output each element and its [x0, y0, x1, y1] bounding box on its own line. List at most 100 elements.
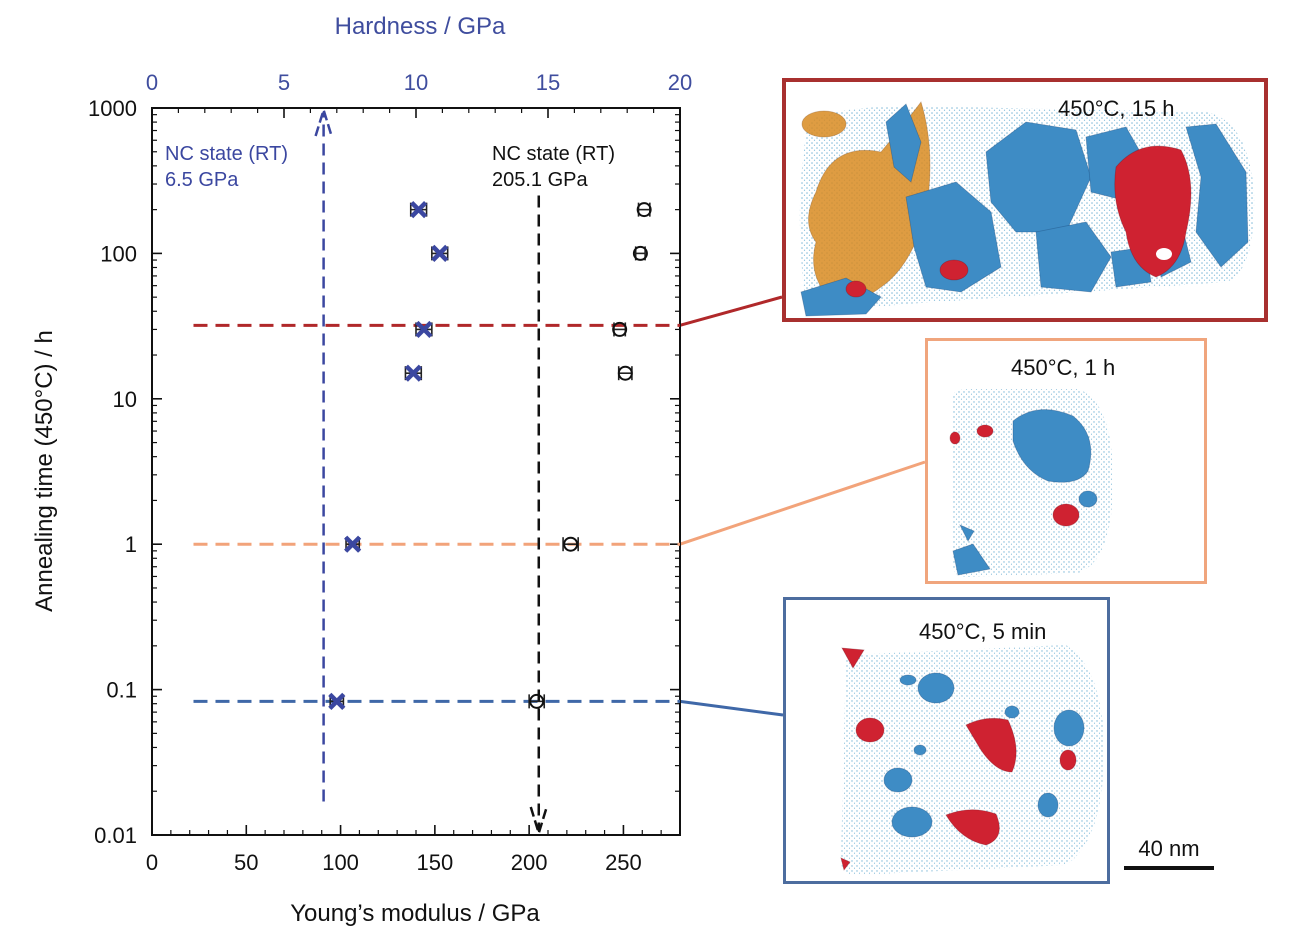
apt-cluster-blue [905, 181, 1002, 293]
plot-frame [151, 107, 681, 836]
apt-cluster-red [976, 424, 994, 438]
circle-marker [612, 321, 628, 337]
modulus-point [528, 693, 546, 709]
apt-cluster-red [1059, 749, 1077, 771]
hardness-reference-label: NC state (RT) [165, 143, 288, 165]
x-tick-label: 250 [605, 850, 642, 875]
circle-marker [617, 365, 633, 381]
modulus-reference-value: 205.1 GPa [492, 169, 589, 191]
apt-cluster-blue [899, 674, 917, 686]
apt-cluster-blue [917, 672, 955, 704]
arrow-up-icon [314, 105, 333, 137]
apt-cluster-blue [1185, 123, 1249, 268]
modulus-point [562, 536, 579, 552]
hardness-point [404, 364, 423, 382]
apt-cluster-red [965, 717, 1017, 773]
x-marker [431, 244, 449, 262]
x2-tick-label: 10 [404, 70, 428, 95]
apt-cluster-blue [883, 767, 913, 793]
arrow-down-icon [529, 806, 548, 838]
modulus-point [617, 365, 633, 381]
hardness-point [409, 201, 428, 219]
modulus-point [612, 321, 628, 337]
apt-reconstruction-15h [799, 101, 1255, 317]
apt-cluster-red [945, 809, 1000, 846]
x2-tick-label: 15 [536, 70, 560, 95]
panel-connector [679, 460, 926, 546]
apt-cluster-blue [913, 744, 927, 756]
apt-cluster-red [949, 431, 961, 445]
circle-marker [529, 693, 545, 709]
apt-cluster-blue [1053, 709, 1085, 747]
scale-bar-line [1124, 866, 1214, 870]
x-tick-label: 200 [511, 850, 548, 875]
data-markers [328, 201, 652, 710]
panel-connectors [679, 295, 926, 717]
x2-axis-title: Hardness / GPa [335, 13, 506, 40]
panel-title-15h: 450°C, 15 h [1058, 96, 1175, 121]
x-marker [344, 535, 362, 553]
panel-connector [679, 295, 783, 327]
apt-cluster-red [855, 717, 885, 743]
panel-connector [679, 699, 784, 717]
apt-void [1156, 248, 1172, 260]
apt-cluster-orange [801, 110, 847, 138]
apt-cluster-blue [959, 524, 975, 542]
modulus-point [632, 245, 648, 261]
apt-cluster-blue [1035, 221, 1112, 293]
panel-title-1h: 450°C, 1 h [1011, 355, 1116, 380]
apt-reconstruction-1h [949, 389, 1113, 577]
apt-panel-1h: 450°C, 1 h [925, 338, 1207, 584]
apt-panel-5min: 450°C, 5 min [783, 597, 1110, 884]
apt-panel-15h: 450°C, 15 h [782, 78, 1268, 322]
apt-cluster-blue [891, 806, 933, 838]
circle-marker [636, 202, 652, 218]
y-tick-label: 10 [113, 387, 137, 412]
x2-tick-label: 5 [278, 70, 290, 95]
hardness-point [344, 535, 362, 553]
plot-border [151, 107, 681, 836]
apt-cluster-red [845, 280, 867, 298]
apt-cluster-red [841, 647, 865, 669]
y-tick-label: 100 [100, 241, 137, 266]
apt-cluster-blue [1004, 705, 1020, 719]
panel-title-5min: 450°C, 5 min [919, 619, 1047, 644]
x-tick-label: 0 [146, 850, 158, 875]
x-tick-label: 100 [322, 850, 359, 875]
circle-marker [632, 245, 648, 261]
x-marker [415, 320, 433, 339]
x-marker [328, 692, 346, 710]
modulus-reference-label: NC state (RT) [492, 143, 615, 165]
apt-cluster-blue [952, 543, 991, 576]
circle-marker [563, 536, 579, 552]
apt-cluster-blue [1012, 409, 1092, 483]
apt-cluster-blue [1078, 490, 1098, 508]
reference-lines [193, 105, 680, 838]
y-tick-label: 0.01 [94, 823, 137, 848]
scale-bar: 40 nm [1124, 836, 1214, 870]
x2-tick-label: 0 [146, 70, 158, 95]
y-tick-label: 1 [125, 532, 137, 557]
axis-ticks: 0 50 100 150 200 250 0 5 10 15 20 0.01 0.1 1 10 100 1000 [88, 70, 692, 875]
y-axis-title: Annealing time (450°C) / h [31, 330, 58, 612]
apt-reconstruction-5min [840, 645, 1104, 875]
hardness-point [328, 692, 346, 710]
scale-bar-label: 40 nm [1138, 836, 1200, 861]
apt-cluster-red [1052, 503, 1080, 527]
hardness-point [431, 244, 449, 262]
y-tick-label: 0.1 [106, 678, 137, 703]
apt-cluster-red [939, 259, 969, 281]
x2-tick-label: 20 [668, 70, 692, 95]
y-tick-label: 1000 [88, 96, 137, 121]
hardness-point [415, 320, 433, 339]
apt-cluster-blue [985, 121, 1092, 233]
x-marker [410, 201, 428, 219]
hardness-reference-value: 6.5 GPa [165, 169, 239, 191]
x-tick-label: 150 [416, 850, 453, 875]
x-tick-label: 50 [234, 850, 258, 875]
apt-cluster-blue [1037, 792, 1059, 818]
apt-cluster-blue [885, 103, 922, 183]
apt-cluster-red [1114, 145, 1192, 278]
